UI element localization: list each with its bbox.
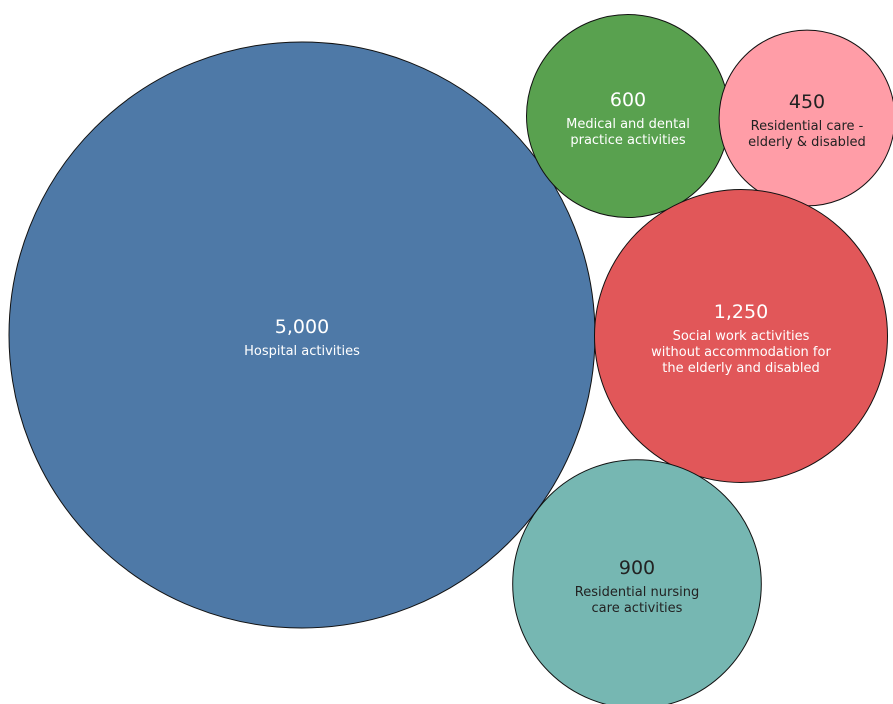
bubble-circle[interactable] xyxy=(718,29,893,207)
bubble-value-label: 5,000 xyxy=(275,316,329,338)
bubble-value-label: 900 xyxy=(619,557,655,579)
bubble-value-label: 1,250 xyxy=(714,301,768,323)
bubble-circle[interactable] xyxy=(526,14,730,218)
bubble-value-label: 600 xyxy=(610,89,646,111)
bubble-category-label: Residential nursing care activities xyxy=(575,585,699,616)
bubble-category-label: Social work activities without accommodat… xyxy=(651,329,831,376)
bubble-category-label: Hospital activities xyxy=(244,344,360,359)
bubble-4[interactable]: 900 Residential nursing care activities xyxy=(512,459,762,704)
bubble-category-label: Medical and dental practice activities xyxy=(566,117,690,148)
bubble-value-label: 450 xyxy=(789,91,825,113)
bubble-circle[interactable] xyxy=(512,459,762,704)
bubble-category-label: Residential care -elderly & disabled xyxy=(748,119,866,150)
bubble-3[interactable]: 1,250 Social work activities without accom… xyxy=(594,189,888,483)
bubble-circle[interactable] xyxy=(594,189,888,483)
bubble-2[interactable]: 450 Residential care -elderly & disabled xyxy=(718,29,893,207)
bubble-0[interactable]: 5,000 Hospital activities xyxy=(8,41,596,629)
bubble-1[interactable]: 600 Medical and dental practice activities xyxy=(526,14,730,218)
